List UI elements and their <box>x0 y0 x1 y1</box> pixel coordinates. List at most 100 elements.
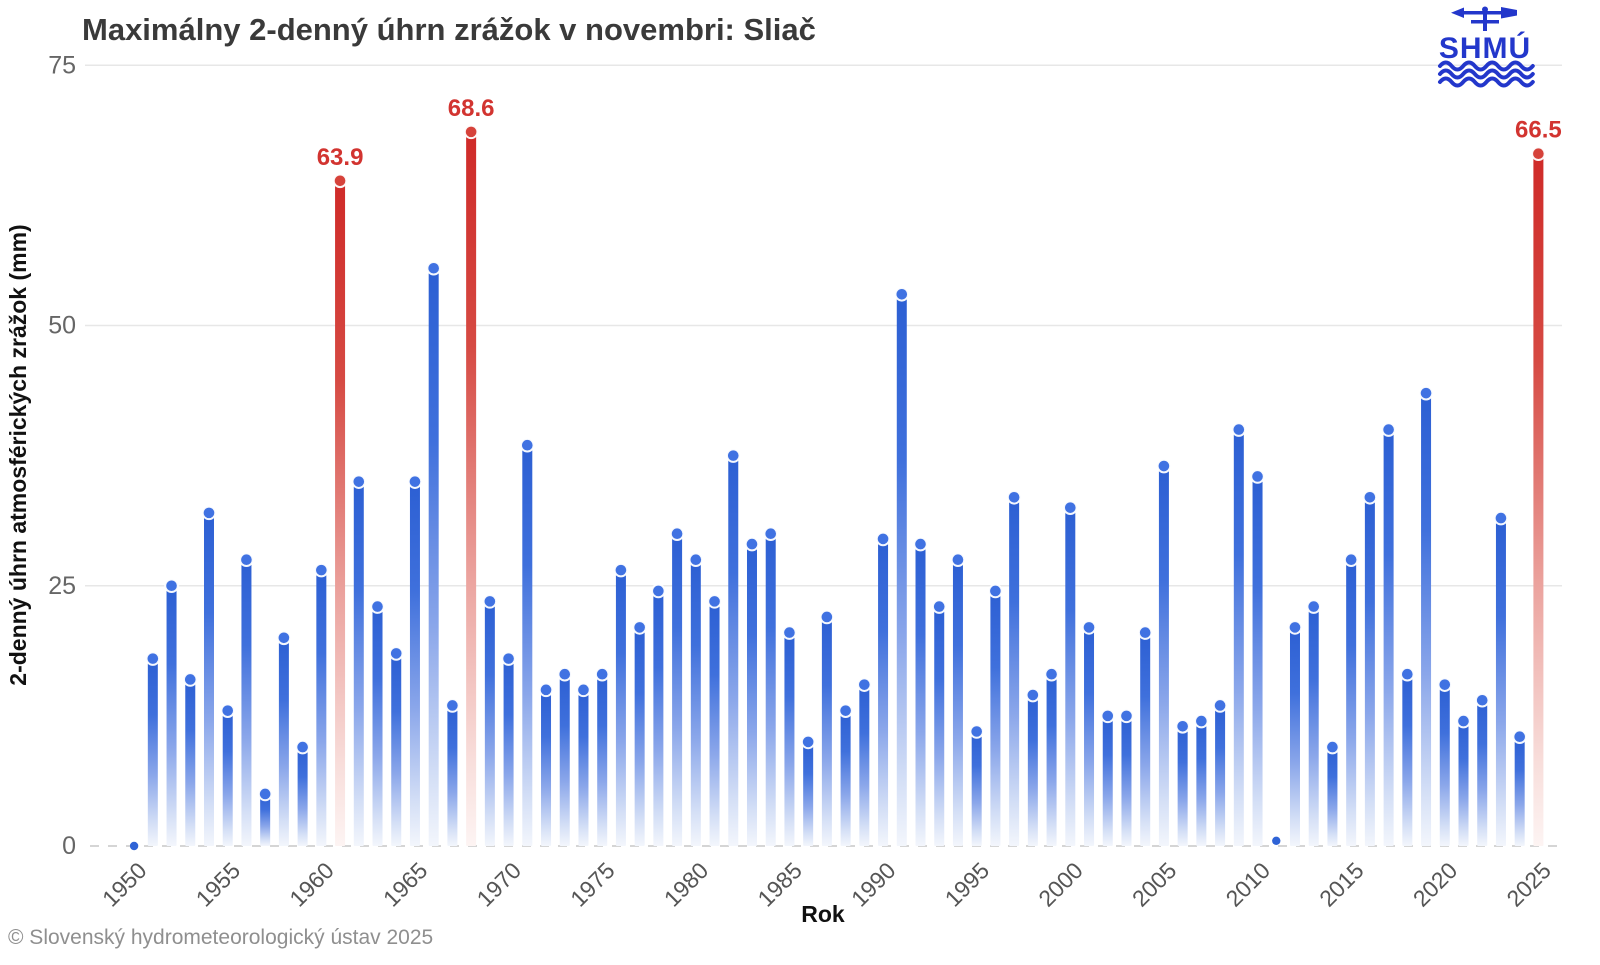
bar-column <box>1140 632 1151 846</box>
bar-2007[interactable] <box>1194 713 1209 846</box>
bar-column <box>1233 429 1244 846</box>
bar-2019[interactable] <box>1418 385 1434 846</box>
bar-1991[interactable] <box>894 286 910 846</box>
bar-1955[interactable] <box>220 703 236 846</box>
bar-2011[interactable] <box>1272 836 1281 845</box>
bar-column <box>1177 726 1188 846</box>
bar-1954[interactable] <box>201 505 217 846</box>
bar-1969[interactable] <box>482 594 498 846</box>
bar-1967[interactable] <box>445 698 460 846</box>
bar-1997[interactable] <box>1006 489 1022 846</box>
bar-1953[interactable] <box>182 672 198 846</box>
bar-1981[interactable] <box>707 594 722 846</box>
bar-1965[interactable] <box>407 474 423 846</box>
bar-1964[interactable] <box>388 646 404 846</box>
shmu-logo-text: SHMÚ <box>1439 31 1531 65</box>
bar-2010[interactable] <box>1250 469 1265 846</box>
bar-2009[interactable] <box>1231 422 1247 846</box>
bar-column <box>803 741 814 846</box>
bar-2017[interactable] <box>1381 422 1396 846</box>
bar-2004[interactable] <box>1137 625 1153 846</box>
bar-1950[interactable] <box>129 841 139 851</box>
bar-column <box>765 533 776 846</box>
bar-1962[interactable] <box>351 474 367 846</box>
bar-1985[interactable] <box>782 625 797 846</box>
bar-2008[interactable] <box>1212 698 1228 846</box>
bar-1995[interactable] <box>969 724 984 846</box>
bar-2001[interactable] <box>1081 620 1097 846</box>
bar-1968[interactable] <box>463 124 479 846</box>
bar-1979[interactable] <box>669 526 685 846</box>
bar-2015[interactable] <box>1343 552 1359 846</box>
bar-1996[interactable] <box>988 583 1003 846</box>
bar-1961[interactable] <box>332 173 348 846</box>
bar-1958[interactable] <box>276 630 292 847</box>
bar-marker <box>1044 666 1059 682</box>
bar-1971[interactable] <box>520 437 535 846</box>
bar-column <box>1252 476 1263 846</box>
bar-column <box>1102 715 1113 846</box>
bar-marker <box>1119 708 1134 724</box>
bar-1975[interactable] <box>594 666 610 846</box>
bar-1994[interactable] <box>950 552 966 846</box>
bar-1988[interactable] <box>838 703 853 846</box>
bar-2024[interactable] <box>1512 729 1527 846</box>
bar-1976[interactable] <box>613 562 629 846</box>
bar-2013[interactable] <box>1306 599 1322 846</box>
bar-marker <box>1025 687 1041 703</box>
bar-2023[interactable] <box>1493 510 1509 846</box>
bar-marker <box>1381 422 1396 437</box>
bar-1972[interactable] <box>538 682 554 846</box>
bar-1993[interactable] <box>931 599 947 846</box>
bar-2000[interactable] <box>1063 500 1078 846</box>
bar-1990[interactable] <box>875 531 891 846</box>
bar-column <box>260 793 271 846</box>
y-tick-label-0: 0 <box>62 832 76 860</box>
bar-2021[interactable] <box>1456 713 1471 846</box>
bar-2003[interactable] <box>1119 708 1134 846</box>
bar-2014[interactable] <box>1325 739 1340 846</box>
bar-marker <box>257 786 273 802</box>
bar-marker <box>557 666 573 682</box>
bar-2025[interactable] <box>1531 146 1546 847</box>
bar-1966[interactable] <box>426 260 441 846</box>
bar-1986[interactable] <box>800 734 816 846</box>
bar-1984[interactable] <box>763 526 779 846</box>
plot-area: 0 25 50 75 1950 1955 1960 1965 1970 1975 1980 1985 1… <box>48 51 1562 912</box>
bar-1959[interactable] <box>295 739 310 846</box>
bar-1957[interactable] <box>257 786 273 846</box>
bar-2022[interactable] <box>1474 692 1490 846</box>
bar-marker <box>1400 666 1415 682</box>
bar-marker <box>314 562 329 578</box>
bar-2006[interactable] <box>1175 718 1190 846</box>
bar-column <box>784 632 795 846</box>
weather-vane-icon <box>1451 6 1517 31</box>
bar-2002[interactable] <box>1100 708 1116 846</box>
bar-2016[interactable] <box>1362 489 1378 846</box>
bar-1974[interactable] <box>576 682 591 846</box>
bar-1973[interactable] <box>557 666 573 846</box>
bar-1963[interactable] <box>370 599 385 846</box>
bar-1987[interactable] <box>819 609 835 846</box>
bar-2005[interactable] <box>1156 458 1172 846</box>
bar-1956[interactable] <box>239 552 254 846</box>
bar-1982[interactable] <box>725 448 741 846</box>
bar-marker <box>613 562 629 578</box>
bar-1989[interactable] <box>857 677 872 846</box>
bar-1977[interactable] <box>632 620 647 846</box>
bar-marker <box>1493 510 1509 526</box>
bar-1952[interactable] <box>164 578 179 846</box>
bar-2020[interactable] <box>1437 677 1453 846</box>
bar-1999[interactable] <box>1044 666 1059 846</box>
bar-2012[interactable] <box>1287 620 1303 846</box>
bar-2018[interactable] <box>1400 666 1415 846</box>
bar-1998[interactable] <box>1025 687 1041 846</box>
bar-1960[interactable] <box>314 562 329 846</box>
bar-1983[interactable] <box>744 536 760 846</box>
bar-1970[interactable] <box>501 651 516 846</box>
bar-1951[interactable] <box>145 651 161 846</box>
bar-1978[interactable] <box>651 583 666 846</box>
bar-1980[interactable] <box>688 552 704 846</box>
bar-column <box>147 658 158 846</box>
bar-1992[interactable] <box>913 536 928 846</box>
